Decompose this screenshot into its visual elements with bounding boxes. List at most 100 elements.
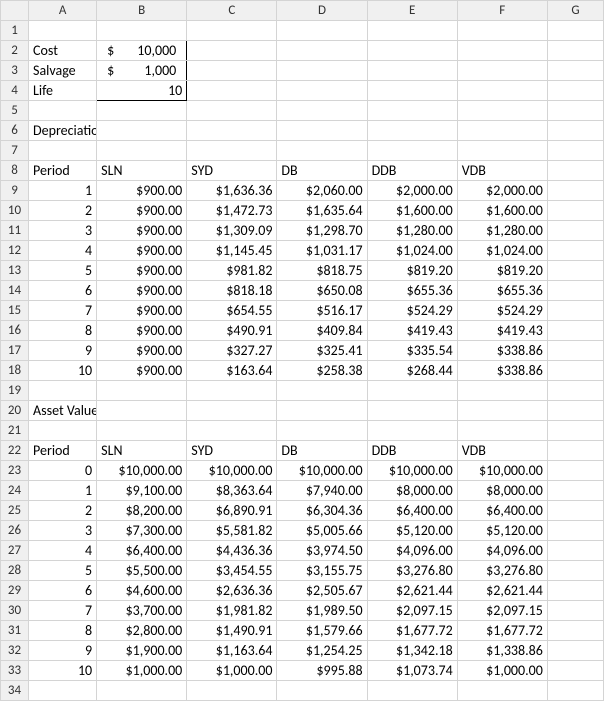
cell[interactable] [367, 421, 457, 441]
asset-syd[interactable]: $2,636.36 [187, 581, 277, 601]
cell[interactable] [547, 221, 603, 241]
row-header-27[interactable]: 27 [1, 541, 29, 561]
cell[interactable] [277, 101, 367, 121]
cell[interactable] [277, 21, 367, 41]
dep-period[interactable]: 7 [29, 301, 97, 321]
hdr2-syd[interactable]: SYD [187, 441, 277, 461]
cell[interactable] [97, 141, 187, 161]
asset-db[interactable]: $7,940.00 [277, 481, 367, 501]
hdr-vdb[interactable]: VDB [457, 161, 547, 181]
dep-period[interactable]: 9 [29, 341, 97, 361]
cell[interactable] [277, 401, 367, 421]
col-header-G[interactable]: G [547, 1, 603, 21]
cell[interactable] [29, 681, 97, 701]
dep-vdb[interactable]: $2,000.00 [457, 181, 547, 201]
asset-ddb[interactable]: $3,276.80 [367, 561, 457, 581]
asset-db[interactable]: $3,974.50 [277, 541, 367, 561]
salvage-label[interactable]: Salvage [29, 61, 97, 81]
row-header-15[interactable]: 15 [1, 301, 29, 321]
dep-sln[interactable]: $900.00 [97, 341, 187, 361]
cost-value[interactable]: $10,000 [97, 41, 187, 61]
cell[interactable] [367, 21, 457, 41]
dep-db[interactable]: $409.84 [277, 321, 367, 341]
cell[interactable] [367, 101, 457, 121]
asset-db[interactable]: $10,000.00 [277, 461, 367, 481]
cell[interactable] [457, 81, 547, 101]
salvage-value[interactable]: $1,000 [97, 61, 187, 81]
dep-syd[interactable]: $490.91 [187, 321, 277, 341]
cell[interactable] [367, 81, 457, 101]
cell[interactable] [367, 41, 457, 61]
hdr-syd[interactable]: SYD [187, 161, 277, 181]
dep-period[interactable]: 3 [29, 221, 97, 241]
cell[interactable] [547, 461, 603, 481]
cell[interactable] [97, 681, 187, 701]
section-asset-title[interactable]: Asset Value [29, 401, 97, 421]
cell[interactable] [547, 121, 603, 141]
dep-syd[interactable]: $1,472.73 [187, 201, 277, 221]
cell[interactable] [29, 21, 97, 41]
cell[interactable] [29, 381, 97, 401]
cell[interactable] [457, 61, 547, 81]
asset-period[interactable]: 5 [29, 561, 97, 581]
asset-ddb[interactable]: $6,400.00 [367, 501, 457, 521]
row-header-33[interactable]: 33 [1, 661, 29, 681]
cell[interactable] [547, 441, 603, 461]
dep-period[interactable]: 6 [29, 281, 97, 301]
asset-syd[interactable]: $6,890.91 [187, 501, 277, 521]
cell[interactable] [547, 41, 603, 61]
asset-sln[interactable]: $9,100.00 [97, 481, 187, 501]
row-header-12[interactable]: 12 [1, 241, 29, 261]
dep-sln[interactable]: $900.00 [97, 201, 187, 221]
cell[interactable] [97, 381, 187, 401]
asset-ddb[interactable]: $1,677.72 [367, 621, 457, 641]
asset-sln[interactable]: $3,700.00 [97, 601, 187, 621]
life-label[interactable]: Life [29, 81, 97, 101]
col-header-C[interactable]: C [187, 1, 277, 21]
asset-syd[interactable]: $5,581.82 [187, 521, 277, 541]
dep-sln[interactable]: $900.00 [97, 361, 187, 381]
cell[interactable] [97, 421, 187, 441]
asset-vdb[interactable]: $1,000.00 [457, 661, 547, 681]
hdr-sln[interactable]: SLN [97, 161, 187, 181]
dep-period[interactable]: 4 [29, 241, 97, 261]
asset-ddb[interactable]: $8,000.00 [367, 481, 457, 501]
dep-sln[interactable]: $900.00 [97, 241, 187, 261]
cell[interactable] [547, 181, 603, 201]
asset-period[interactable]: 4 [29, 541, 97, 561]
cell[interactable] [457, 101, 547, 121]
dep-vdb[interactable]: $655.36 [457, 281, 547, 301]
cell[interactable] [187, 681, 277, 701]
dep-sln[interactable]: $900.00 [97, 281, 187, 301]
cell[interactable] [547, 141, 603, 161]
cell[interactable] [187, 121, 277, 141]
cell[interactable] [29, 141, 97, 161]
dep-sln[interactable]: $900.00 [97, 261, 187, 281]
asset-sln[interactable]: $7,300.00 [97, 521, 187, 541]
asset-sln[interactable]: $4,600.00 [97, 581, 187, 601]
cell[interactable] [547, 81, 603, 101]
dep-db[interactable]: $1,298.70 [277, 221, 367, 241]
cell[interactable] [277, 41, 367, 61]
asset-ddb[interactable]: $2,621.44 [367, 581, 457, 601]
dep-syd[interactable]: $163.64 [187, 361, 277, 381]
asset-ddb[interactable]: $2,097.15 [367, 601, 457, 621]
row-header-1[interactable]: 1 [1, 21, 29, 41]
cell[interactable] [97, 121, 187, 141]
cell[interactable] [187, 101, 277, 121]
cell[interactable] [547, 161, 603, 181]
asset-syd[interactable]: $8,363.64 [187, 481, 277, 501]
hdr2-sln[interactable]: SLN [97, 441, 187, 461]
dep-vdb[interactable]: $338.86 [457, 341, 547, 361]
cell[interactable] [187, 81, 277, 101]
cell[interactable] [457, 41, 547, 61]
asset-vdb[interactable]: $1,677.72 [457, 621, 547, 641]
life-value[interactable]: 10 [97, 81, 187, 101]
dep-syd[interactable]: $327.27 [187, 341, 277, 361]
row-header-32[interactable]: 32 [1, 641, 29, 661]
asset-sln[interactable]: $5,500.00 [97, 561, 187, 581]
dep-ddb[interactable]: $1,280.00 [367, 221, 457, 241]
cell[interactable] [547, 481, 603, 501]
row-header-31[interactable]: 31 [1, 621, 29, 641]
asset-period[interactable]: 10 [29, 661, 97, 681]
